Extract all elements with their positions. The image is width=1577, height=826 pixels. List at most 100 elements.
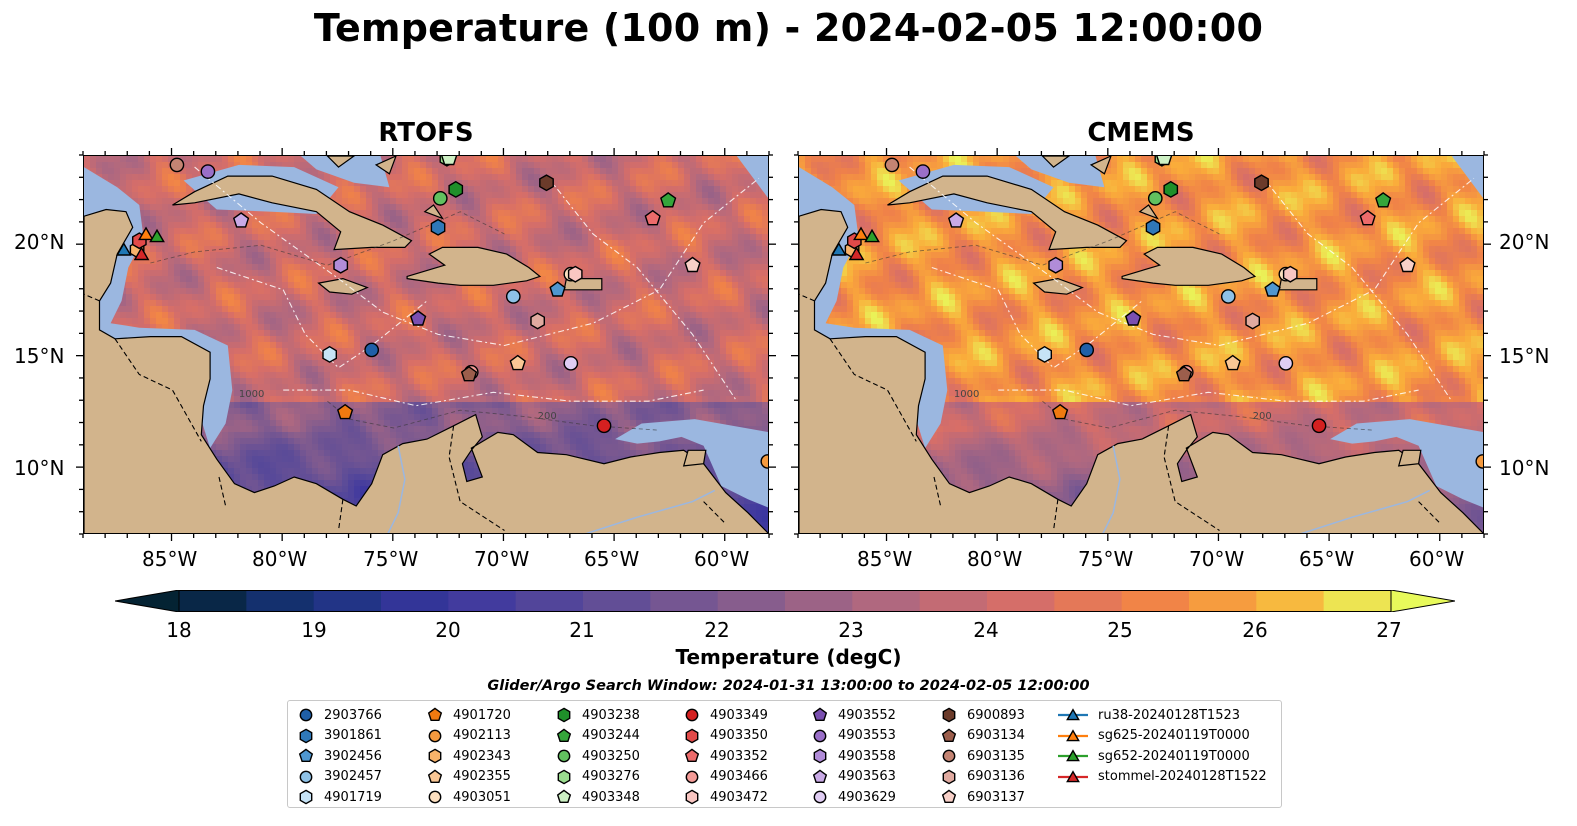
circle-marker-icon bbox=[428, 729, 442, 742]
triangle-marker-icon bbox=[1058, 749, 1088, 762]
marker-4901719[interactable] bbox=[322, 345, 338, 363]
marker-sg652-20240119T0000[interactable] bbox=[864, 228, 880, 243]
marker-6903137[interactable] bbox=[1399, 256, 1416, 273]
marker-4903250[interactable] bbox=[432, 191, 448, 206]
marker-4903558[interactable] bbox=[1048, 256, 1064, 274]
marker-6900893[interactable] bbox=[539, 174, 554, 192]
marker-4903348[interactable] bbox=[441, 156, 458, 166]
map-panel-rtofs[interactable]: 1000 200 bbox=[83, 155, 769, 534]
circle-marker-icon bbox=[685, 708, 699, 722]
marker-4903552[interactable] bbox=[1124, 310, 1142, 326]
marker-4903563[interactable] bbox=[947, 212, 965, 228]
colorbar-bin bbox=[246, 590, 315, 612]
lon-label-65w-left: 65°W bbox=[584, 547, 640, 571]
marker-6900893[interactable] bbox=[1254, 174, 1269, 192]
marker-stommel-20240128T1522[interactable] bbox=[848, 246, 865, 261]
marker-3902456[interactable] bbox=[1264, 281, 1281, 297]
pentagon-marker-icon bbox=[427, 769, 443, 783]
marker-sg652-20240119T0000[interactable] bbox=[149, 228, 165, 243]
land-mass bbox=[326, 156, 356, 168]
pentagon-marker-icon bbox=[684, 748, 700, 763]
contour-label-1000: 1000 bbox=[954, 389, 979, 400]
shelf-area bbox=[736, 156, 768, 198]
eez-boundary bbox=[216, 266, 428, 369]
marker-4903563[interactable] bbox=[232, 212, 250, 228]
depth-contour bbox=[865, 211, 1220, 266]
legend-label: 6903134 bbox=[967, 728, 1025, 743]
marker-4902355[interactable] bbox=[1224, 354, 1241, 371]
lat-label-20n-left: 20°N bbox=[14, 230, 65, 254]
triangle-marker-icon bbox=[1058, 769, 1088, 782]
marker-4903553[interactable] bbox=[915, 164, 931, 179]
marker-4903349[interactable] bbox=[1311, 418, 1327, 434]
marker-6903134[interactable] bbox=[1175, 365, 1193, 382]
legend-entry-4903352: 4903352 bbox=[682, 746, 768, 766]
marker-stommel-20240128T1522[interactable] bbox=[133, 246, 150, 261]
circle-marker-icon bbox=[813, 790, 827, 804]
lat-label-15n-right: 15°N bbox=[1499, 344, 1550, 368]
marker-4903349[interactable] bbox=[596, 418, 612, 434]
marker-4903472[interactable] bbox=[1282, 265, 1298, 283]
marker-4903250[interactable] bbox=[1147, 191, 1163, 206]
marker-6903135[interactable] bbox=[169, 157, 185, 173]
lat-label-10n-right: 10°N bbox=[1499, 456, 1550, 480]
colorbar-bin bbox=[179, 590, 247, 612]
colorbar-bin bbox=[717, 590, 786, 612]
marker-4903238[interactable] bbox=[1163, 180, 1179, 198]
marker-4903244[interactable] bbox=[1375, 192, 1392, 208]
river bbox=[387, 445, 406, 533]
legend: 2903766 3901861 3902456 3902457 4901719 49017… bbox=[287, 700, 1282, 808]
marker-3901861[interactable] bbox=[1145, 218, 1161, 236]
marker-4903352[interactable] bbox=[1359, 209, 1376, 226]
marker-3902456[interactable] bbox=[549, 281, 566, 297]
marker-4902113[interactable] bbox=[1475, 454, 1484, 469]
marker-6903134[interactable] bbox=[460, 365, 478, 382]
marker-sg625-20240119T0000[interactable] bbox=[853, 226, 869, 241]
marker-6903136[interactable] bbox=[530, 312, 545, 330]
legend-label: 4903276 bbox=[582, 769, 640, 784]
marker-4901719[interactable] bbox=[1037, 345, 1053, 363]
marker-4903552[interactable] bbox=[409, 310, 427, 326]
legend-entry-3901861: 3901861 bbox=[296, 726, 382, 746]
circle-marker-icon bbox=[299, 708, 313, 722]
marker-4903629[interactable] bbox=[563, 355, 579, 371]
marker-6903135[interactable] bbox=[884, 157, 900, 173]
marker-sg625-20240119T0000[interactable] bbox=[138, 226, 154, 241]
marker-ru38-20240128T1523[interactable] bbox=[830, 242, 847, 256]
country-border bbox=[933, 476, 942, 507]
marker-4903348[interactable] bbox=[1156, 156, 1173, 166]
map-canvas-rtofs: 1000 200 bbox=[84, 156, 769, 533]
hexagon-marker-icon bbox=[299, 728, 313, 743]
marker-4903238[interactable] bbox=[448, 180, 464, 198]
marker-6903136[interactable] bbox=[1245, 312, 1260, 330]
marker-4901720[interactable] bbox=[1051, 403, 1069, 420]
marker-3902457[interactable] bbox=[1220, 289, 1236, 304]
marker-4902355[interactable] bbox=[509, 354, 526, 371]
marker-6903137[interactable] bbox=[684, 256, 701, 273]
colorbar-label: Temperature (degC) bbox=[675, 645, 902, 669]
marker-2903766[interactable] bbox=[364, 342, 380, 358]
marker-4903558[interactable] bbox=[333, 256, 349, 274]
colorbar-bin bbox=[1121, 590, 1190, 612]
marker-3901861[interactable] bbox=[430, 218, 446, 236]
marker-4903553[interactable] bbox=[200, 164, 216, 179]
marker-ru38-20240128T1523[interactable] bbox=[115, 242, 132, 256]
marker-4901720[interactable] bbox=[336, 403, 354, 420]
legend-label: 6903136 bbox=[967, 769, 1025, 784]
colorbar bbox=[114, 589, 1456, 613]
colorbar-bin bbox=[448, 590, 517, 612]
land-mass bbox=[1121, 246, 1257, 286]
marker-3902457[interactable] bbox=[505, 289, 521, 304]
marker-4903244[interactable] bbox=[660, 192, 677, 208]
marker-4903352[interactable] bbox=[644, 209, 661, 226]
lon-label-70w-left: 70°W bbox=[474, 547, 530, 571]
marker-4903472[interactable] bbox=[567, 265, 583, 283]
legend-entry-6900893: 6900893 bbox=[939, 705, 1025, 725]
legend-entry-4903472: 4903472 bbox=[682, 787, 768, 807]
shelf-area bbox=[615, 419, 768, 508]
country-border bbox=[84, 293, 100, 302]
marker-4902113[interactable] bbox=[760, 454, 769, 469]
marker-2903766[interactable] bbox=[1079, 342, 1095, 358]
marker-4903629[interactable] bbox=[1278, 355, 1294, 371]
map-panel-cmems[interactable]: 1000 200 bbox=[798, 155, 1484, 534]
